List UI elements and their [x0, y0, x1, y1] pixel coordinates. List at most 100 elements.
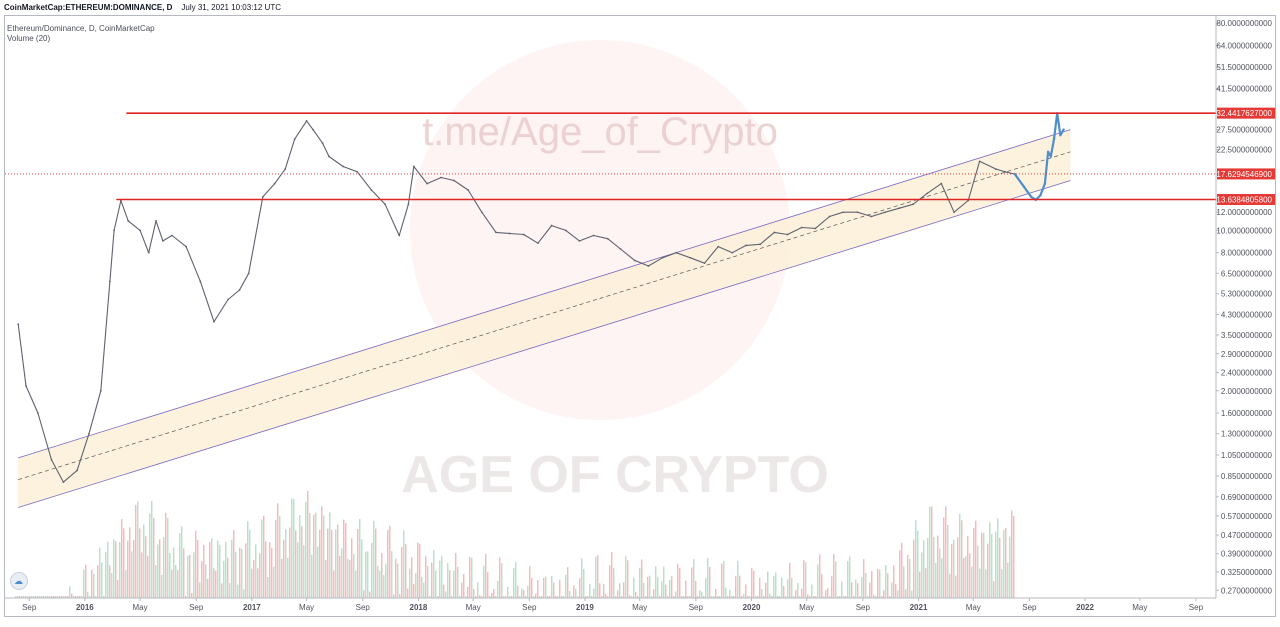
volume-bar — [405, 543, 407, 598]
volume-bar — [113, 539, 115, 598]
volume-bar — [907, 554, 909, 598]
volume-bar — [651, 596, 653, 598]
volume-bar — [897, 590, 899, 598]
volume-bar — [411, 557, 413, 598]
volume-bar — [477, 582, 479, 598]
volume-bar — [299, 515, 301, 598]
price-tick-label: 22.5000000000 — [1216, 146, 1272, 155]
volume-bar — [571, 596, 573, 598]
volume-bar — [25, 596, 27, 598]
volume-bar — [59, 596, 61, 598]
volume-bar — [139, 528, 141, 598]
price-tick-label: 1.0500000000 — [1221, 451, 1273, 460]
volume-bar — [149, 513, 151, 598]
volume-bar — [1009, 536, 1011, 598]
volume-bar — [363, 590, 365, 598]
time-tick-label: Sep — [1022, 603, 1037, 612]
tradingview-logo-icon[interactable]: ☁ — [10, 572, 28, 590]
volume-bar — [197, 540, 199, 598]
horizontal-levels — [5, 112, 1216, 201]
price-point — [213, 320, 215, 323]
volume-bar — [531, 578, 533, 598]
chart-frame[interactable] — [4, 15, 1276, 617]
price-point — [293, 138, 296, 141]
volume-bar — [375, 528, 377, 598]
volume-bar — [787, 579, 789, 598]
volume-bar — [709, 566, 711, 598]
volume-bar — [913, 539, 915, 598]
volume-bar — [547, 596, 549, 598]
volume-bar — [591, 596, 593, 598]
price-point — [675, 251, 678, 254]
time-axis[interactable]: Sep 2016 May Sep 2017 May Sep 2018 May Sep 2019 May… — [5, 597, 1216, 612]
price-axis[interactable]: 80.0000000000 64.0000000000 51.5000000000 4… — [1215, 16, 1275, 598]
volume-bar — [817, 564, 819, 598]
volume-bar — [919, 571, 921, 598]
time-tick-label: Sep — [356, 603, 371, 612]
volume-bar — [621, 596, 623, 598]
volume-bar — [451, 596, 453, 598]
price-point — [247, 272, 250, 275]
price-point — [1004, 170, 1007, 173]
volume-bar — [417, 542, 419, 598]
price-point — [745, 244, 747, 247]
volume-bar — [593, 588, 595, 598]
price-point — [995, 168, 997, 171]
volume-bar — [567, 567, 569, 598]
price-point — [305, 120, 308, 122]
price-point — [647, 265, 650, 267]
volume-bar — [251, 568, 253, 598]
volume-bar — [105, 551, 107, 598]
price-point — [592, 234, 595, 237]
volume-bar — [357, 529, 359, 598]
volume-bar — [291, 498, 293, 598]
volume-bar — [569, 591, 571, 598]
volume-bar — [795, 590, 797, 598]
volume-bar — [393, 594, 395, 598]
volume-bar — [203, 544, 205, 598]
volume-bar — [465, 596, 467, 598]
volume-bar — [987, 543, 989, 598]
volume-bar — [327, 528, 329, 598]
price-point — [800, 226, 803, 229]
volume-bar — [587, 596, 589, 598]
volume-bar — [289, 527, 291, 598]
volume-bar — [609, 565, 611, 598]
time-tick-label: May — [799, 603, 814, 612]
price-point — [606, 237, 609, 240]
volume-bar — [253, 559, 255, 598]
volume-bar — [131, 551, 133, 598]
volume-bar — [279, 516, 281, 598]
time-tick-label: 2017 — [243, 603, 261, 612]
volume-bar — [861, 577, 863, 598]
volume-bar — [389, 525, 391, 598]
volume-bar — [391, 551, 393, 598]
price-tick-label: 2.0000000000 — [1221, 387, 1273, 396]
volume-bar — [653, 589, 655, 598]
volume-bar — [675, 591, 677, 598]
volume-bar — [555, 596, 557, 598]
volume-bar — [129, 527, 131, 598]
volume-bar — [687, 596, 689, 598]
volume-bar — [941, 558, 943, 598]
price-point — [312, 128, 314, 131]
volume-bar — [145, 536, 147, 598]
volume-bar — [993, 581, 995, 598]
volume-bar — [323, 515, 325, 598]
price-tick-label: 0.4700000000 — [1221, 531, 1273, 540]
volume-bar — [395, 558, 397, 598]
volume-bar — [41, 596, 43, 598]
volume-bar — [63, 596, 65, 598]
volume-bar — [557, 596, 559, 598]
volume-bar — [1013, 515, 1015, 598]
volume-bar — [989, 522, 991, 598]
volume-bar — [383, 575, 385, 598]
volume-bar — [347, 558, 349, 598]
volume-bar — [261, 519, 263, 598]
price-point — [786, 233, 789, 236]
volume-bar — [467, 586, 469, 598]
volume-bar — [419, 543, 421, 598]
volume-bar — [757, 596, 759, 598]
volume-bar — [115, 541, 117, 598]
